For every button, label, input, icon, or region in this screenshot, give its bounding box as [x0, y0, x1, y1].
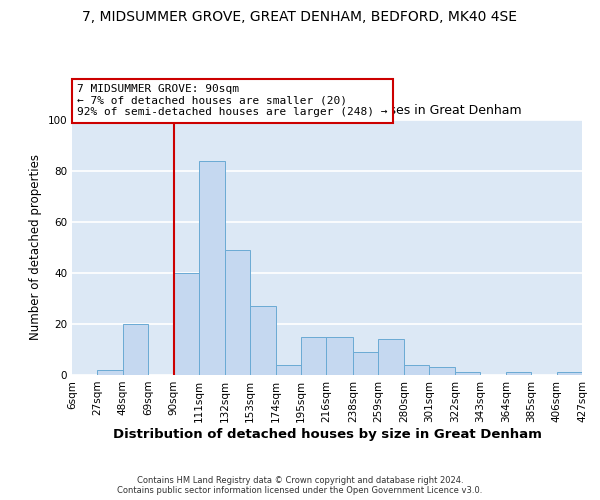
Bar: [557, 372, 582, 375]
Bar: [455, 372, 480, 375]
Bar: [379, 340, 404, 375]
Bar: [123, 324, 148, 375]
Title: Size of property relative to detached houses in Great Denham: Size of property relative to detached ho…: [132, 104, 522, 118]
Bar: [275, 365, 301, 375]
Text: Contains HM Land Registry data © Crown copyright and database right 2024.
Contai: Contains HM Land Registry data © Crown c…: [118, 476, 482, 495]
Bar: [301, 337, 326, 375]
Bar: [404, 365, 430, 375]
Bar: [506, 372, 531, 375]
Bar: [97, 370, 123, 375]
Bar: [582, 372, 600, 375]
Bar: [174, 273, 199, 375]
Y-axis label: Number of detached properties: Number of detached properties: [29, 154, 42, 340]
Bar: [326, 337, 353, 375]
Bar: [250, 306, 275, 375]
Text: 7, MIDSUMMER GROVE, GREAT DENHAM, BEDFORD, MK40 4SE: 7, MIDSUMMER GROVE, GREAT DENHAM, BEDFOR…: [83, 10, 517, 24]
Bar: [224, 250, 250, 375]
Bar: [199, 161, 224, 375]
Bar: [353, 352, 379, 375]
Bar: [430, 368, 455, 375]
X-axis label: Distribution of detached houses by size in Great Denham: Distribution of detached houses by size …: [113, 428, 541, 440]
Text: 7 MIDSUMMER GROVE: 90sqm
← 7% of detached houses are smaller (20)
92% of semi-de: 7 MIDSUMMER GROVE: 90sqm ← 7% of detache…: [77, 84, 388, 117]
